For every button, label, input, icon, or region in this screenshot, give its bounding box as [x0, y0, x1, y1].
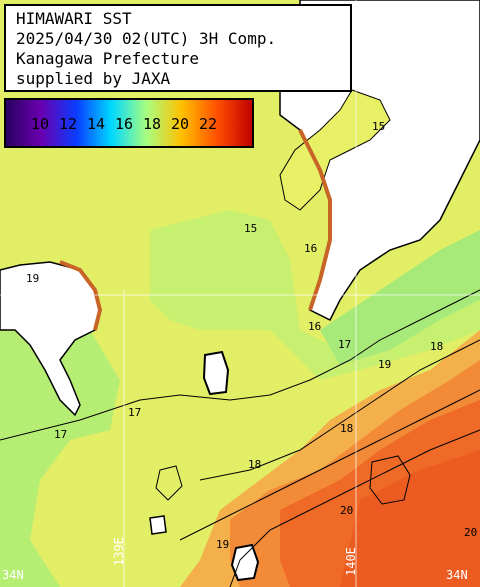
- land-island-mid: [149, 515, 167, 535]
- lon-label-140: 140E: [344, 547, 358, 576]
- contour-label: 15: [372, 120, 385, 133]
- contour-label: 16: [304, 242, 317, 255]
- contour-line-19: [179, 389, 480, 541]
- legend-tick: 20: [170, 115, 190, 133]
- title-region: Kanagawa Prefecture: [16, 49, 200, 68]
- contour-loop-small: [155, 465, 183, 501]
- sst-zone-21b: [340, 450, 480, 587]
- contour-line-20: [229, 429, 480, 587]
- legend-tick: 14: [86, 115, 106, 133]
- contour-label: 16: [308, 320, 321, 333]
- contour-label: 19: [216, 538, 229, 551]
- legend-tick: 18: [142, 115, 162, 133]
- contour-label: 17: [54, 428, 67, 441]
- contour-label: 20: [464, 526, 477, 539]
- contour-line-18: [199, 339, 480, 481]
- map-title-box: HIMAWARI SST 2025/04/30 02(UTC) 3H Comp.…: [4, 4, 352, 92]
- legend-tick: 10: [30, 115, 50, 133]
- land-island-small: [202, 350, 230, 396]
- land-island-south: [230, 543, 260, 582]
- legend-color-bar: [6, 100, 252, 146]
- legend-tick: 12: [58, 115, 78, 133]
- contour-label: 17: [338, 338, 351, 351]
- legend-tick-row: 10 12 14 16 18 20 22: [6, 115, 252, 133]
- sst-zone-17-left: [0, 300, 120, 587]
- contour-label: 15: [244, 222, 257, 235]
- sst-color-legend: 10 12 14 16 18 20 22: [4, 98, 254, 148]
- contour-label: 18: [340, 422, 353, 435]
- title-datetime: 2025/04/30 02(UTC) 3H Comp.: [16, 29, 277, 48]
- lon-label-139: 139E: [112, 537, 126, 566]
- lat-label-right: 34N: [446, 568, 468, 582]
- contour-label: 19: [378, 358, 391, 371]
- title-product: HIMAWARI SST: [16, 9, 132, 28]
- contour-label: 18: [248, 458, 261, 471]
- contour-loop-20: [369, 455, 411, 505]
- title-supplier: supplied by JAXA: [16, 69, 171, 88]
- contour-label: 17: [128, 406, 141, 419]
- contour-label: 20: [340, 504, 353, 517]
- coast-edge-north: [298, 129, 332, 311]
- lat-label-left: 34N: [2, 568, 24, 582]
- contour-label: 18: [430, 340, 443, 353]
- legend-tick: 22: [198, 115, 218, 133]
- land-tokyo-bay-head: [279, 89, 391, 211]
- contour-label: 19: [26, 272, 39, 285]
- legend-tick: 16: [114, 115, 134, 133]
- contour-line-17: [0, 289, 480, 441]
- sst-zone-17-east: [320, 230, 480, 365]
- coast-edge-west: [59, 260, 103, 331]
